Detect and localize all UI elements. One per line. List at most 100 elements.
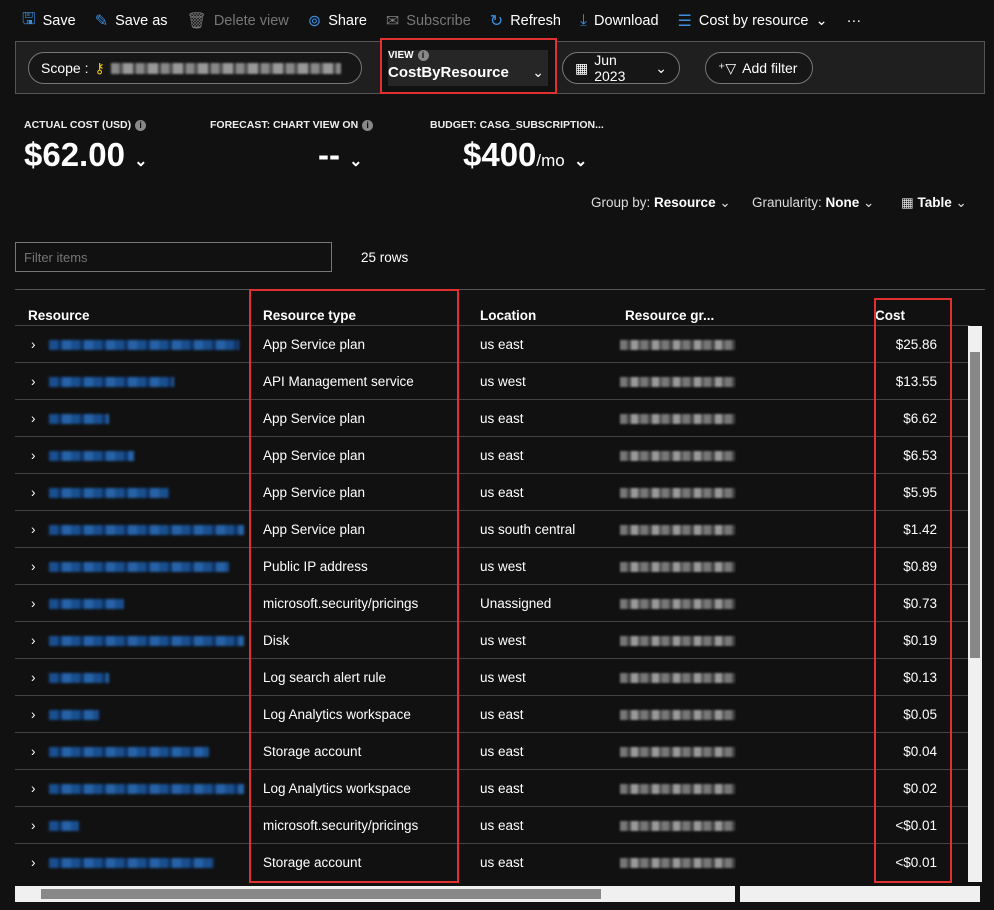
download-icon: ⤓ (579, 12, 588, 29)
horizontal-scrollbar-right[interactable] (740, 886, 980, 902)
scope-value-redacted (110, 62, 341, 74)
chevron-right-icon[interactable]: › (31, 485, 36, 500)
column-header-location[interactable]: Location (480, 307, 537, 323)
resource-name-redacted[interactable] (49, 746, 209, 757)
resource-name-redacted[interactable] (49, 487, 169, 498)
resource-name-redacted[interactable] (49, 524, 244, 535)
download-button[interactable]: ⤓ Download (580, 12, 659, 30)
table-row[interactable]: › App Service plan us east $6.53 (15, 436, 970, 473)
resource-name-redacted[interactable] (49, 857, 214, 868)
resource-type-cell: Log Analytics workspace (263, 707, 411, 722)
more-button[interactable]: ··· (846, 13, 862, 29)
chevron-right-icon[interactable]: › (31, 707, 36, 722)
chevron-right-icon[interactable]: › (31, 855, 36, 870)
save-button[interactable]: 🖫 Save (22, 8, 76, 35)
resource-name-redacted[interactable] (49, 339, 239, 350)
resource-group-redacted (620, 820, 735, 831)
table-row[interactable]: › Log search alert rule us west $0.13 (15, 658, 970, 695)
resource-name-redacted[interactable] (49, 783, 244, 794)
button-label: Delete view (213, 13, 289, 29)
chevron-down-icon: ⌄ (349, 153, 363, 170)
chevron-right-icon[interactable]: › (31, 818, 36, 833)
chevron-right-icon[interactable]: › (31, 670, 36, 685)
cost-cell: <$0.01 (895, 818, 937, 833)
refresh-button[interactable]: ↻ Refresh (490, 11, 561, 31)
resource-name-redacted[interactable] (49, 561, 229, 572)
table-row[interactable]: › API Management service us west $13.55 (15, 362, 970, 399)
table-row[interactable]: › microsoft.security/pricings us east <$… (15, 806, 970, 843)
refresh-icon: ↻ (489, 13, 504, 30)
table-row[interactable]: › Log Analytics workspace us east $0.05 (15, 695, 970, 732)
resource-type-cell: Storage account (263, 744, 362, 759)
granularity-dropdown[interactable]: Granularity: None ⌄ (752, 195, 875, 210)
chevron-right-icon[interactable]: › (31, 374, 36, 389)
resource-name-redacted[interactable] (49, 413, 109, 424)
scope-pill[interactable]: Scope : ⚷ (28, 52, 362, 84)
resource-name-redacted[interactable] (49, 635, 244, 646)
chevron-right-icon[interactable]: › (31, 522, 36, 537)
save-as-button[interactable]: ✎ Save as (95, 11, 168, 31)
resource-name-redacted[interactable] (49, 450, 134, 461)
chevron-right-icon[interactable]: › (31, 411, 36, 426)
budget-value[interactable]: $400/mo ⌄ (463, 136, 588, 173)
chevron-right-icon[interactable]: › (31, 337, 36, 352)
cost-cell: $0.02 (903, 781, 937, 796)
filter-items-input[interactable] (15, 242, 332, 272)
group-by-dropdown[interactable]: Group by: Resource ⌄ (591, 195, 731, 210)
resource-group-redacted (620, 413, 735, 424)
forecast-value[interactable]: -- ⌄ (318, 136, 363, 173)
location-cell: us east (480, 744, 524, 759)
cost-cell: $1.42 (903, 522, 937, 537)
button-label: Cost by resource (698, 13, 809, 29)
chevron-right-icon[interactable]: › (31, 559, 36, 574)
view-type-dropdown[interactable]: ▦ Table ⌄ (901, 195, 967, 210)
resource-name-redacted[interactable] (49, 672, 109, 683)
column-header-resource-type[interactable]: Resource type (263, 307, 357, 323)
resource-name-redacted[interactable] (49, 820, 79, 831)
table-row[interactable]: › App Service plan us east $6.62 (15, 399, 970, 436)
table-row[interactable]: › Disk us west $0.19 (15, 621, 970, 658)
table-row[interactable]: › App Service plan us south central $1.4… (15, 510, 970, 547)
table-row[interactable]: › Log Analytics workspace us east $0.02 (15, 769, 970, 806)
table-row[interactable]: › App Service plan us east $5.95 (15, 473, 970, 510)
resource-group-redacted (620, 598, 735, 609)
resource-name-redacted[interactable] (49, 709, 99, 720)
vertical-scrollbar[interactable] (968, 326, 982, 882)
table-row[interactable]: › microsoft.security/pricings Unassigned… (15, 584, 970, 621)
resource-type-cell: Public IP address (263, 559, 368, 574)
table-row[interactable]: › Storage account us east <$0.01 (15, 843, 970, 880)
resource-group-redacted (620, 339, 735, 350)
resource-type-cell: microsoft.security/pricings (263, 818, 419, 833)
date-value: Jun 2023 (594, 52, 626, 84)
chevron-right-icon[interactable]: › (31, 596, 36, 611)
table-row[interactable]: › App Service plan us east $25.86 (15, 325, 970, 362)
chevron-right-icon[interactable]: › (31, 448, 36, 463)
resource-name-redacted[interactable] (49, 598, 124, 609)
chevron-right-icon[interactable]: › (31, 633, 36, 648)
chevron-right-icon[interactable]: › (31, 781, 36, 796)
resource-name-redacted[interactable] (49, 376, 174, 387)
add-filter-button[interactable]: ⁺▽ Add filter (705, 52, 813, 84)
actual-cost-value[interactable]: $62.00 ⌄ (24, 136, 148, 173)
location-cell: us east (480, 707, 524, 722)
view-selector[interactable]: VIEW i CostByResource ⌄ (388, 50, 548, 86)
resource-type-cell: Log search alert rule (263, 670, 387, 685)
chevron-down-icon: ⌄ (573, 153, 588, 170)
resource-type-cell: App Service plan (263, 485, 366, 500)
column-header-resource[interactable]: Resource (28, 307, 90, 323)
date-picker[interactable]: ▦ Jun 2023 ⌄ (562, 52, 680, 84)
share-icon: ⊚ (307, 13, 322, 30)
resource-group-redacted (620, 487, 735, 498)
view-selector-highlight: VIEW i CostByResource ⌄ (380, 38, 557, 94)
horizontal-scrollbar-left[interactable] (15, 886, 735, 902)
table-row[interactable]: › Storage account us east $0.04 (15, 732, 970, 769)
location-cell: us west (480, 670, 526, 685)
cost-cell: $6.53 (903, 448, 937, 463)
column-header-resource-group[interactable]: Resource gr... (625, 307, 715, 323)
cost-by-resource-button[interactable]: ☰ Cost by resource ⌄ (678, 11, 828, 31)
calendar-icon: ▦ (575, 59, 589, 76)
share-button[interactable]: ⊚ Share (308, 11, 367, 31)
chevron-right-icon[interactable]: › (31, 744, 36, 759)
column-header-cost[interactable]: Cost (875, 307, 905, 323)
table-row[interactable]: › Public IP address us west $0.89 (15, 547, 970, 584)
